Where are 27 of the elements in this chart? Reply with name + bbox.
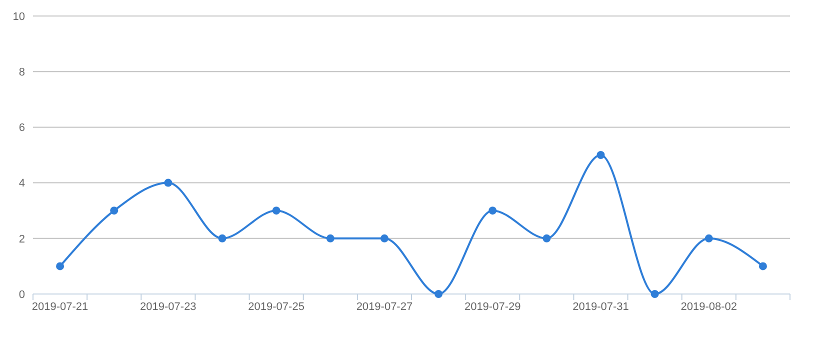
point (218, 234, 226, 242)
point (488, 206, 497, 215)
point (434, 290, 443, 298)
x-tick-label: 2019-07-27 (356, 301, 413, 313)
point (326, 234, 334, 242)
point (542, 234, 551, 242)
point (380, 234, 388, 242)
x-tick-label: 2019-07-25 (248, 301, 304, 313)
point (596, 151, 605, 159)
x-tick-label: 2019-07-21 (32, 301, 88, 313)
y-tick-label: 4 (18, 178, 25, 190)
point (704, 234, 713, 242)
point (272, 206, 280, 215)
y-tick-label: 10 (12, 10, 25, 23)
x-tick-label: 2019-08-02 (680, 301, 738, 313)
point (164, 178, 172, 187)
point (110, 206, 118, 215)
point (56, 262, 64, 270)
y-tick-label: 8 (18, 66, 25, 78)
x-tick-label: 2019-07-31 (572, 301, 629, 313)
y-tick-label: 0 (18, 288, 25, 301)
x-tick-label: 2019-07-29 (464, 301, 521, 313)
y-tick-label: 2 (18, 233, 25, 246)
point (758, 262, 767, 270)
point (650, 290, 659, 298)
y-tick-label: 6 (18, 122, 25, 134)
x-tick-label: 2019-07-23 (140, 301, 196, 313)
